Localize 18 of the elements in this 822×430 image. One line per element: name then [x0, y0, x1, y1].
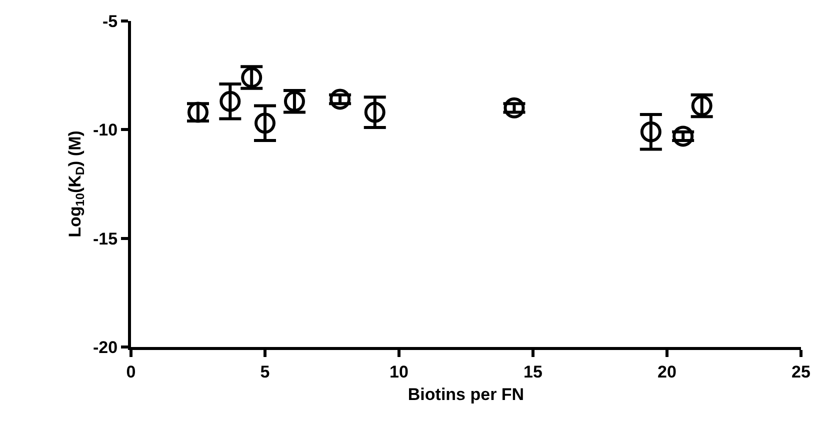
point: [504, 97, 525, 118]
point: [672, 126, 694, 147]
x-tick-label: 10: [390, 362, 408, 382]
y-tick-label: -20: [93, 338, 118, 357]
point: [254, 112, 276, 134]
x-tick-label: 25: [792, 362, 810, 382]
x-tick-label: 20: [658, 362, 676, 382]
x-tick-label: 15: [524, 362, 542, 382]
point: [364, 102, 386, 123]
y-tick-label: -10: [93, 120, 118, 140]
point: [640, 121, 662, 142]
y-tick-label: -15: [93, 229, 118, 248]
x-tick-label: 0: [126, 362, 136, 382]
x-tick-label: 5: [260, 362, 270, 382]
point: [220, 90, 241, 112]
point: [330, 88, 351, 110]
x-axis-title: Biotins per FN: [408, 384, 524, 404]
y-tick-label: -5: [102, 12, 118, 31]
